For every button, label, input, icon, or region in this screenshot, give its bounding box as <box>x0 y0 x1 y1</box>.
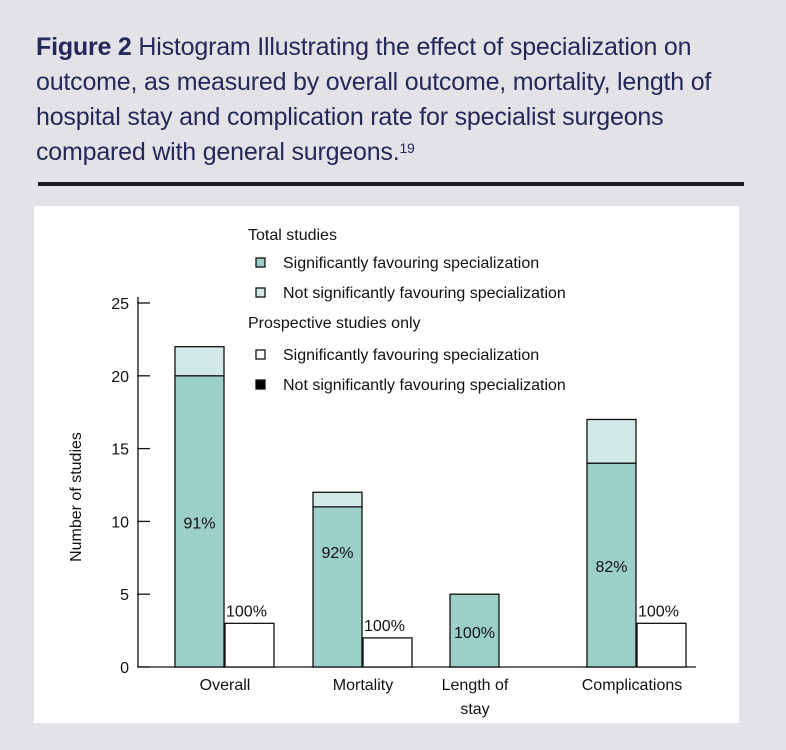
chart-panel: 0 5 10 15 20 25 Number of studies 91% 92% 100% 82%… <box>34 206 739 723</box>
x-tick-label: Complications <box>582 677 682 694</box>
y-tick-label: 25 <box>111 296 129 313</box>
legend-group-title: Total studies <box>248 227 337 244</box>
legend-item-label: Significantly favouring specialization <box>283 255 539 272</box>
y-tick-label: 0 <box>120 660 129 677</box>
legend-swatch <box>255 257 266 268</box>
bar-prospective-significant <box>362 637 413 668</box>
x-tick-label: stay <box>460 701 489 718</box>
bar-total-significant <box>174 375 225 668</box>
x-tick-label: Mortality <box>333 677 393 694</box>
legend-swatch <box>255 287 266 298</box>
bar-total-significant <box>312 506 363 668</box>
bar-prospective-significant <box>636 622 687 668</box>
bar-total-not-significant <box>586 418 637 464</box>
y-axis-label: Number of studies <box>68 432 85 562</box>
bar-total-not-significant <box>174 346 225 377</box>
bar-percent-label: 100% <box>364 618 405 635</box>
bar-percent-label: 100% <box>454 625 495 642</box>
legend-swatch <box>255 379 266 390</box>
legend-item-label: Not significantly favouring specializati… <box>283 285 566 302</box>
y-tick-label: 15 <box>111 442 129 459</box>
bar-percent-label: 82% <box>595 559 627 576</box>
x-tick-label: Overall <box>200 677 251 694</box>
legend-swatch <box>255 349 266 360</box>
y-tick-label: 20 <box>111 369 129 386</box>
histogram-chart: 0 5 10 15 20 25 Number of studies 91% 92% 100% 82%… <box>68 227 696 718</box>
caption-text: Histogram Illustrating the effect of spe… <box>36 33 712 166</box>
bar-total-not-significant <box>312 491 363 508</box>
legend-item-label: Not significantly favouring specializati… <box>283 377 566 394</box>
figure-label: Figure 2 <box>36 33 132 61</box>
y-tick-label: 5 <box>120 587 129 604</box>
bar-percent-label: 91% <box>183 515 215 532</box>
bar-total-significant <box>449 593 500 668</box>
x-tick-label: Length of <box>442 677 509 694</box>
bar-prospective-significant <box>224 622 275 668</box>
bar-percent-label: 100% <box>226 603 267 620</box>
y-tick-label: 10 <box>111 514 129 531</box>
bar-percent-label: 100% <box>638 603 679 620</box>
bar-total-significant <box>586 462 637 668</box>
legend-group-title: Prospective studies only <box>248 315 421 332</box>
figure-caption: Figure 2 Histogram Illustrating the effe… <box>36 30 756 170</box>
caption-reference: 19 <box>399 140 415 156</box>
caption-divider <box>38 182 744 186</box>
legend-item-label: Significantly favouring specialization <box>283 347 539 364</box>
bar-percent-label: 92% <box>321 545 353 562</box>
